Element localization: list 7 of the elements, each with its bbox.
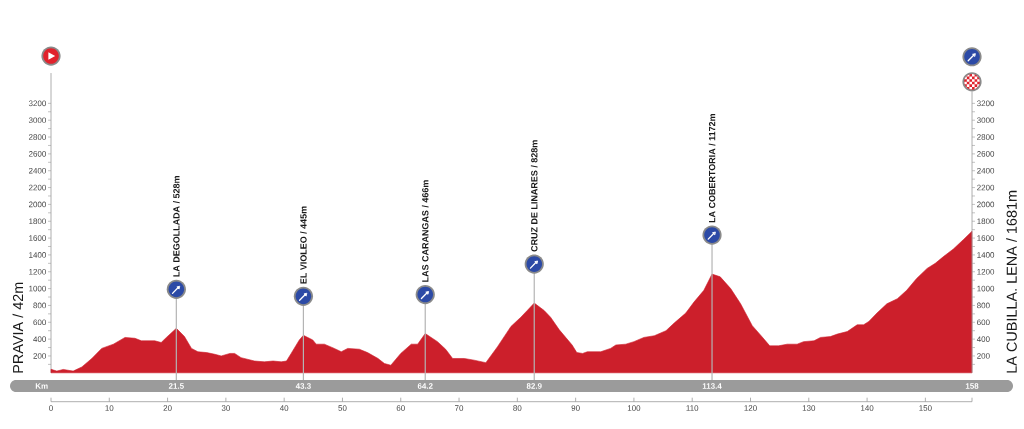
ref-line-label: LAS CARANGAS / 466m xyxy=(421,180,429,282)
y2-axis-title: LA CUBILLA. LENA / 1681m xyxy=(1006,190,1017,373)
ref-line-label: CRUZ DE LINARES / 828m xyxy=(530,140,538,252)
ref-line-label: EL VIOLEO / 445m xyxy=(300,206,307,284)
ref-line-label: LA COBERTORIA / 1172m xyxy=(708,114,716,223)
y-axis-title: PRAVIA / 42m xyxy=(12,282,24,373)
ref-line-label: LA DEGOLLADA / 528m xyxy=(172,176,180,277)
